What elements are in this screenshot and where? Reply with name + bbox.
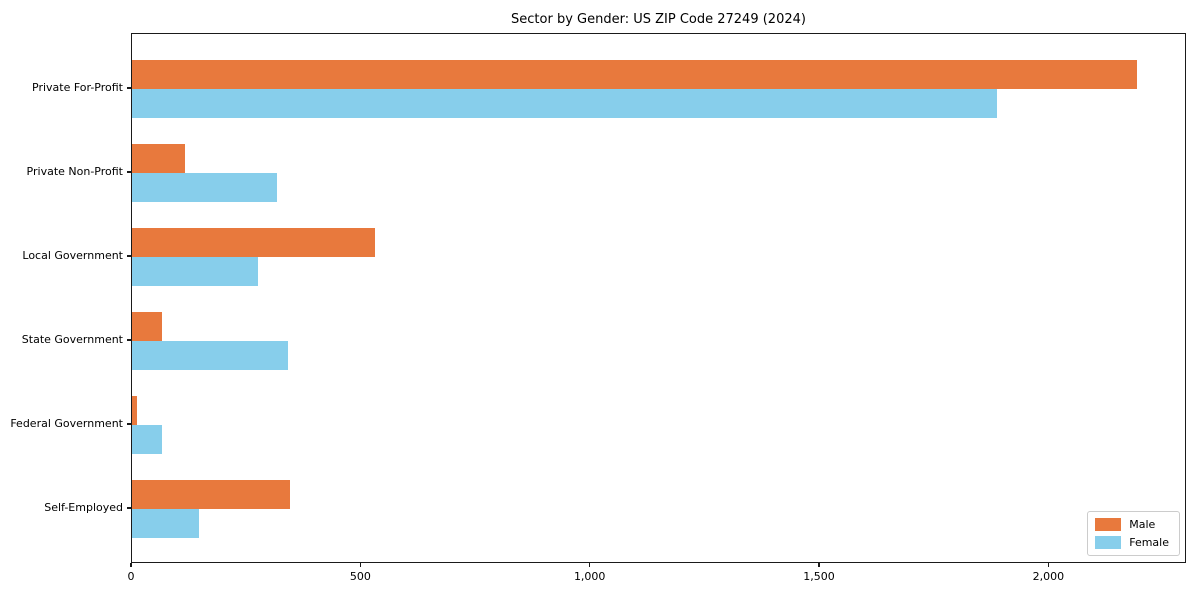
legend-label-female: Female [1129,536,1169,549]
x-tickmark [589,563,591,567]
y-tickmark [127,423,131,425]
legend-swatch-female [1095,536,1122,549]
y-tickmark [127,87,131,89]
bar-male-local-government [132,228,376,257]
x-tick-label: 0 [127,570,135,583]
plot-area: Male Female [131,33,1186,563]
bar-male-private-for-profit [132,60,1137,89]
chart-title: Sector by Gender: US ZIP Code 27249 (202… [511,12,806,27]
legend: Male Female [1087,511,1180,556]
x-tickmark [1047,563,1049,567]
legend-label-male: Male [1129,518,1156,531]
x-tick-label: 1,500 [803,570,835,583]
y-axis-category-label: Self-Employed [44,501,123,514]
y-axis-category-label: Private For-Profit [32,81,123,94]
x-tick-label: 1,000 [573,570,606,583]
bar-male-private-non-profit [132,144,185,173]
legend-swatch-male [1095,518,1122,531]
bar-female-private-non-profit [132,173,277,202]
bar-male-federal-government [132,396,137,425]
bar-female-self-employed [132,509,199,538]
y-axis-category-label: State Government [21,333,123,346]
x-tickmark [359,563,361,567]
y-tickmark [127,255,131,257]
bar-female-local-government [132,257,259,286]
bar-male-self-employed [132,480,291,509]
x-tick-label: 500 [349,570,371,583]
legend-row-male: Male [1095,518,1169,531]
bar-female-federal-government [132,425,162,454]
x-tickmark [130,563,132,567]
x-tickmark [818,563,820,567]
legend-row-female: Female [1095,536,1169,549]
bar-female-private-for-profit [132,89,997,118]
y-tickmark [127,171,131,173]
y-axis-category-label: Private Non-Profit [26,165,123,178]
y-tickmark [127,507,131,509]
bar-male-state-government [132,312,162,341]
y-axis-category-label: Local Government [22,249,123,262]
y-tickmark [127,339,131,341]
bar-female-state-government [132,341,288,370]
y-axis-category-label: Federal Government [10,417,123,430]
x-tick-label: 2,000 [1032,570,1065,583]
